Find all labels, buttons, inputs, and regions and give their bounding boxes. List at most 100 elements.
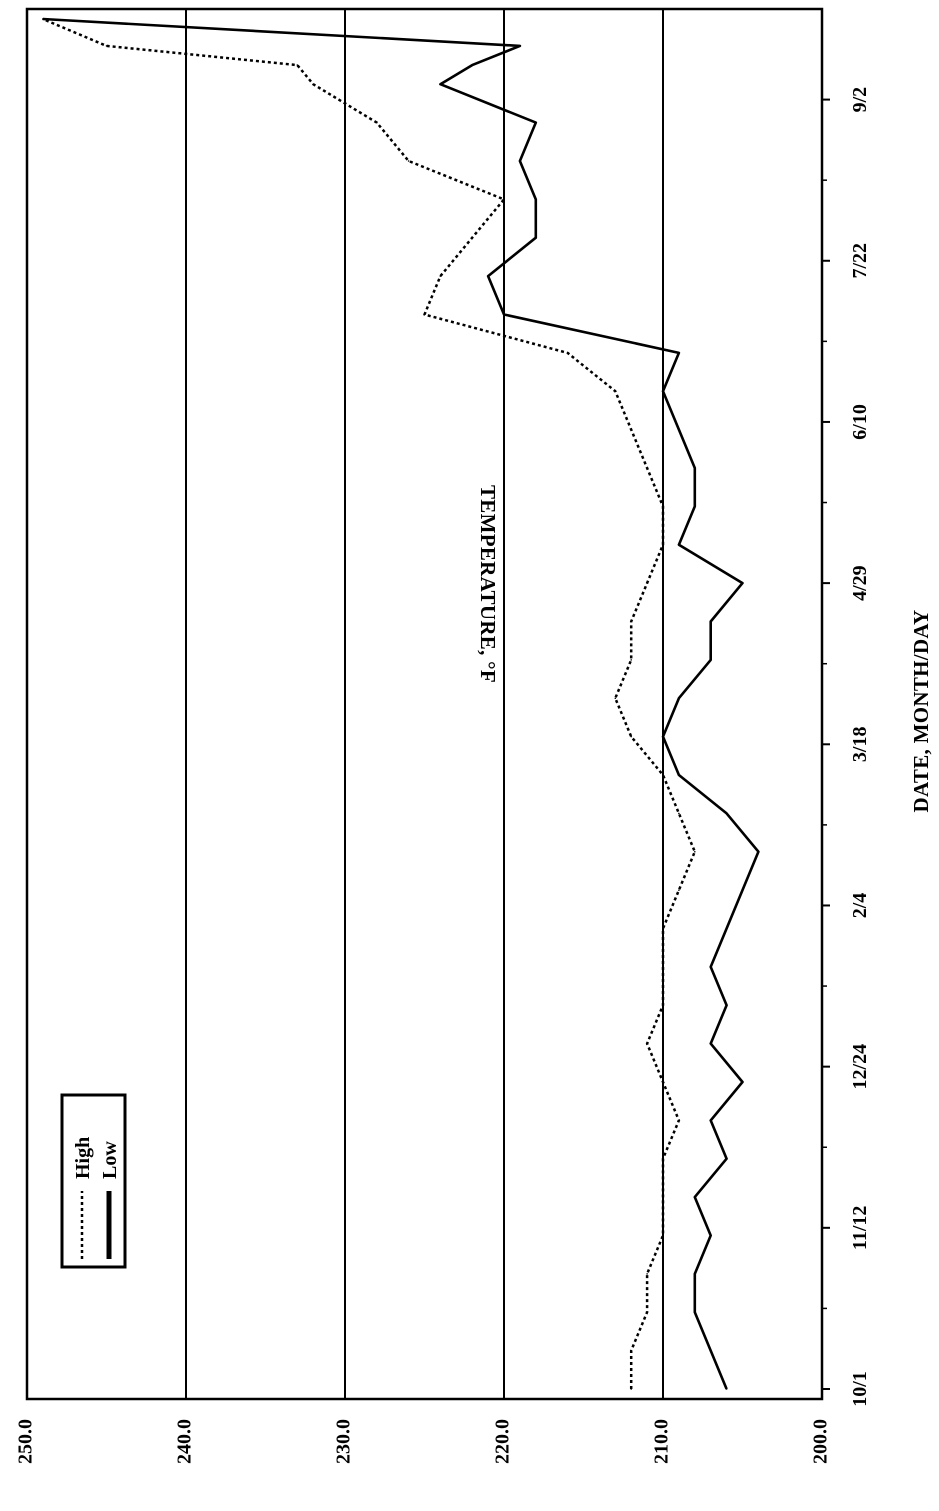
data-point-high — [471, 236, 474, 239]
x-tick-label: 9/2 — [849, 87, 871, 113]
data-point-high — [614, 697, 617, 700]
data-point-high — [423, 313, 426, 316]
data-point-low — [535, 198, 537, 201]
data-point-low — [487, 275, 489, 277]
x-tick-label: 10/1 — [849, 1371, 871, 1407]
data-point-low — [741, 582, 744, 584]
data-point-low — [709, 1119, 712, 1122]
series-line-low — [42, 17, 760, 1390]
data-point-high — [646, 1042, 648, 1045]
data-point-low — [725, 927, 728, 930]
data-point-high — [630, 735, 633, 738]
data-point-low — [678, 352, 680, 354]
data-point-low — [694, 505, 696, 508]
data-point-high — [376, 121, 378, 124]
data-point-low — [694, 467, 696, 469]
data-point-low — [42, 18, 44, 20]
data-point-high — [407, 160, 410, 162]
data-point-high — [662, 505, 664, 508]
data-point-high — [503, 198, 505, 201]
data-point-high — [662, 543, 664, 546]
data-point-high — [566, 352, 569, 354]
data-point-low — [662, 390, 664, 393]
data-point-low — [709, 966, 712, 968]
data-point-high — [312, 83, 315, 86]
data-point-high — [296, 64, 299, 66]
data-point-low — [678, 428, 680, 431]
y-tick-label: 240.0 — [174, 1419, 196, 1464]
data-point-low — [678, 697, 680, 700]
data-point-high — [614, 390, 617, 393]
data-point-high — [678, 889, 680, 891]
data-point-high — [694, 850, 696, 853]
y-tick-label: 220.0 — [492, 1419, 514, 1464]
data-point-high — [678, 812, 680, 815]
x-tick-label: 4/29 — [849, 565, 871, 601]
x-tick-label: 12/24 — [849, 1044, 871, 1090]
data-point-high — [630, 428, 633, 431]
data-point-low — [535, 236, 537, 239]
data-point-low — [741, 889, 744, 891]
data-point-high — [662, 927, 664, 930]
y-tick-label: 210.0 — [651, 1419, 673, 1464]
data-point-low — [519, 160, 521, 162]
series-line-high — [42, 17, 697, 1389]
data-point-high — [662, 1081, 664, 1083]
data-point-low — [725, 1157, 728, 1160]
data-point-high — [678, 1119, 680, 1122]
x-tick-label: 11/12 — [849, 1206, 871, 1250]
data-point-low — [678, 543, 680, 546]
data-point-low — [709, 1042, 712, 1045]
data-point-low — [694, 1273, 696, 1275]
data-point-high — [662, 1004, 664, 1007]
x-tick-label: 6/10 — [849, 404, 871, 440]
data-point-low — [471, 64, 474, 66]
y-tick-label: 250.0 — [15, 1419, 37, 1464]
data-point-low — [725, 1388, 728, 1390]
data-point-high — [646, 467, 648, 469]
x-tick-label: 7/22 — [849, 243, 871, 279]
data-point-low — [694, 1311, 696, 1314]
data-point-low — [709, 1234, 712, 1237]
data-point-high — [630, 1349, 633, 1352]
data-point-low — [519, 45, 521, 47]
y-tick-label: 200.0 — [810, 1419, 832, 1464]
y-axis-title: TEMPERATURE, °F — [476, 485, 500, 683]
data-point-high — [662, 1196, 664, 1198]
plot-frame — [25, 7, 824, 1401]
data-point-low — [757, 850, 760, 853]
data-point-high — [646, 582, 648, 584]
y-tick-label: 230.0 — [333, 1419, 355, 1464]
data-point-high — [630, 659, 633, 661]
legend: High Low — [60, 1093, 127, 1269]
data-point-high — [439, 275, 442, 277]
data-point-high — [662, 774, 664, 776]
data-point-low — [439, 83, 442, 86]
legend-label-high: High — [72, 1137, 94, 1179]
data-point-low — [725, 1004, 728, 1007]
data-point-low — [725, 812, 728, 815]
data-point-low — [662, 735, 664, 738]
x-tick-label: 3/18 — [849, 727, 871, 763]
data-point-high — [662, 1157, 664, 1160]
legend-label-low: Low — [99, 1141, 121, 1179]
data-point-low — [741, 1081, 744, 1083]
data-point-high — [630, 1388, 633, 1390]
data-point-low — [694, 1196, 696, 1198]
data-point-high — [662, 1234, 664, 1237]
x-tick-label: 2/4 — [849, 893, 871, 919]
data-point-high — [662, 966, 664, 968]
data-point-high — [630, 620, 633, 623]
legend-box — [60, 1093, 127, 1269]
data-point-low — [678, 774, 680, 776]
data-point-low — [709, 1349, 712, 1352]
data-point-low — [709, 659, 712, 661]
data-point-high — [646, 1311, 648, 1314]
data-point-high — [646, 1273, 648, 1275]
data-point-low — [535, 121, 537, 124]
data-point-high — [105, 45, 108, 47]
data-point-low — [503, 313, 505, 316]
x-axis-title: DATE, MONTH/DAY — [909, 610, 933, 813]
